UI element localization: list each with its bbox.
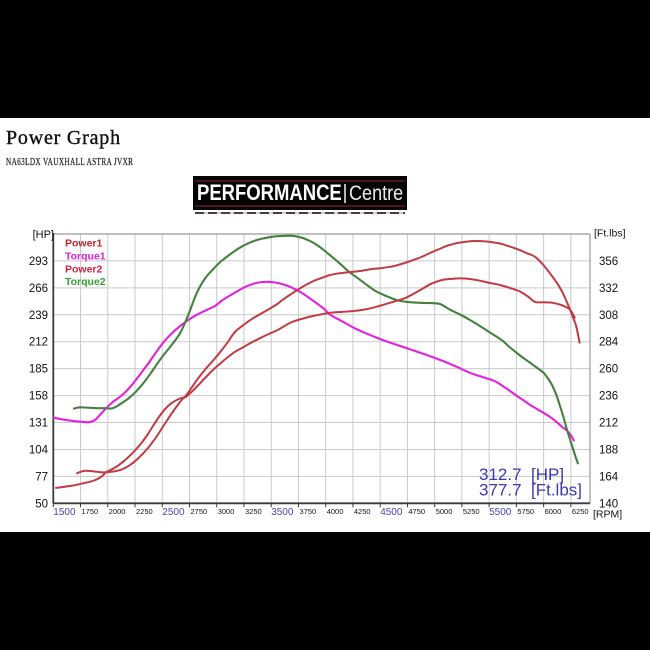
svg-text:5000: 5000	[436, 507, 453, 516]
svg-text:4000: 4000	[327, 507, 344, 516]
svg-text:188: 188	[599, 444, 618, 456]
svg-text:6000: 6000	[545, 507, 562, 516]
svg-text:5250: 5250	[463, 507, 480, 516]
svg-text:Torque2: Torque2	[65, 276, 106, 288]
svg-text:2000: 2000	[109, 507, 126, 516]
svg-text:2250: 2250	[136, 507, 153, 516]
svg-text:50: 50	[35, 498, 48, 510]
svg-text:[HP]: [HP]	[33, 229, 54, 241]
svg-text:158: 158	[29, 391, 48, 403]
svg-text:3500: 3500	[271, 507, 294, 518]
svg-text:1750: 1750	[82, 507, 99, 516]
svg-text:212: 212	[29, 337, 48, 349]
svg-text:1500: 1500	[53, 507, 76, 518]
svg-text:2750: 2750	[191, 507, 208, 516]
svg-text:[Ft.lbs]: [Ft.lbs]	[594, 228, 626, 240]
svg-text:5500: 5500	[489, 507, 512, 518]
svg-text:131: 131	[29, 418, 48, 430]
svg-text:[RPM]: [RPM]	[593, 509, 622, 521]
svg-text:3000: 3000	[218, 507, 235, 516]
svg-text:4250: 4250	[354, 507, 371, 516]
svg-text:140: 140	[599, 498, 618, 510]
svg-text:104: 104	[29, 444, 49, 456]
svg-text:5750: 5750	[517, 507, 534, 516]
svg-text:239: 239	[29, 310, 48, 322]
svg-text:4500: 4500	[380, 507, 403, 518]
svg-text:260: 260	[599, 364, 618, 376]
svg-text:377.7 [Ft.lbs]: 377.7 [Ft.lbs]	[479, 481, 582, 500]
svg-text:332: 332	[599, 283, 618, 295]
svg-text:212: 212	[599, 418, 618, 430]
svg-text:Power2: Power2	[65, 263, 103, 275]
svg-text:4750: 4750	[408, 507, 425, 516]
svg-text:185: 185	[29, 364, 48, 376]
svg-text:356: 356	[599, 256, 618, 268]
svg-text:284: 284	[599, 337, 619, 349]
svg-text:77: 77	[35, 471, 48, 483]
svg-text:312.7 [HP]: 312.7 [HP]	[479, 465, 564, 484]
svg-text:3250: 3250	[245, 507, 262, 516]
svg-text:266: 266	[29, 283, 48, 295]
svg-text:236: 236	[599, 391, 618, 403]
svg-text:308: 308	[599, 310, 618, 322]
svg-text:6250: 6250	[572, 507, 589, 516]
svg-text:Power1: Power1	[65, 238, 103, 250]
svg-text:3750: 3750	[300, 507, 317, 516]
svg-text:293: 293	[29, 256, 48, 268]
svg-text:2500: 2500	[162, 507, 185, 518]
svg-text:164: 164	[599, 471, 619, 483]
svg-text:Torque1: Torque1	[65, 250, 106, 262]
